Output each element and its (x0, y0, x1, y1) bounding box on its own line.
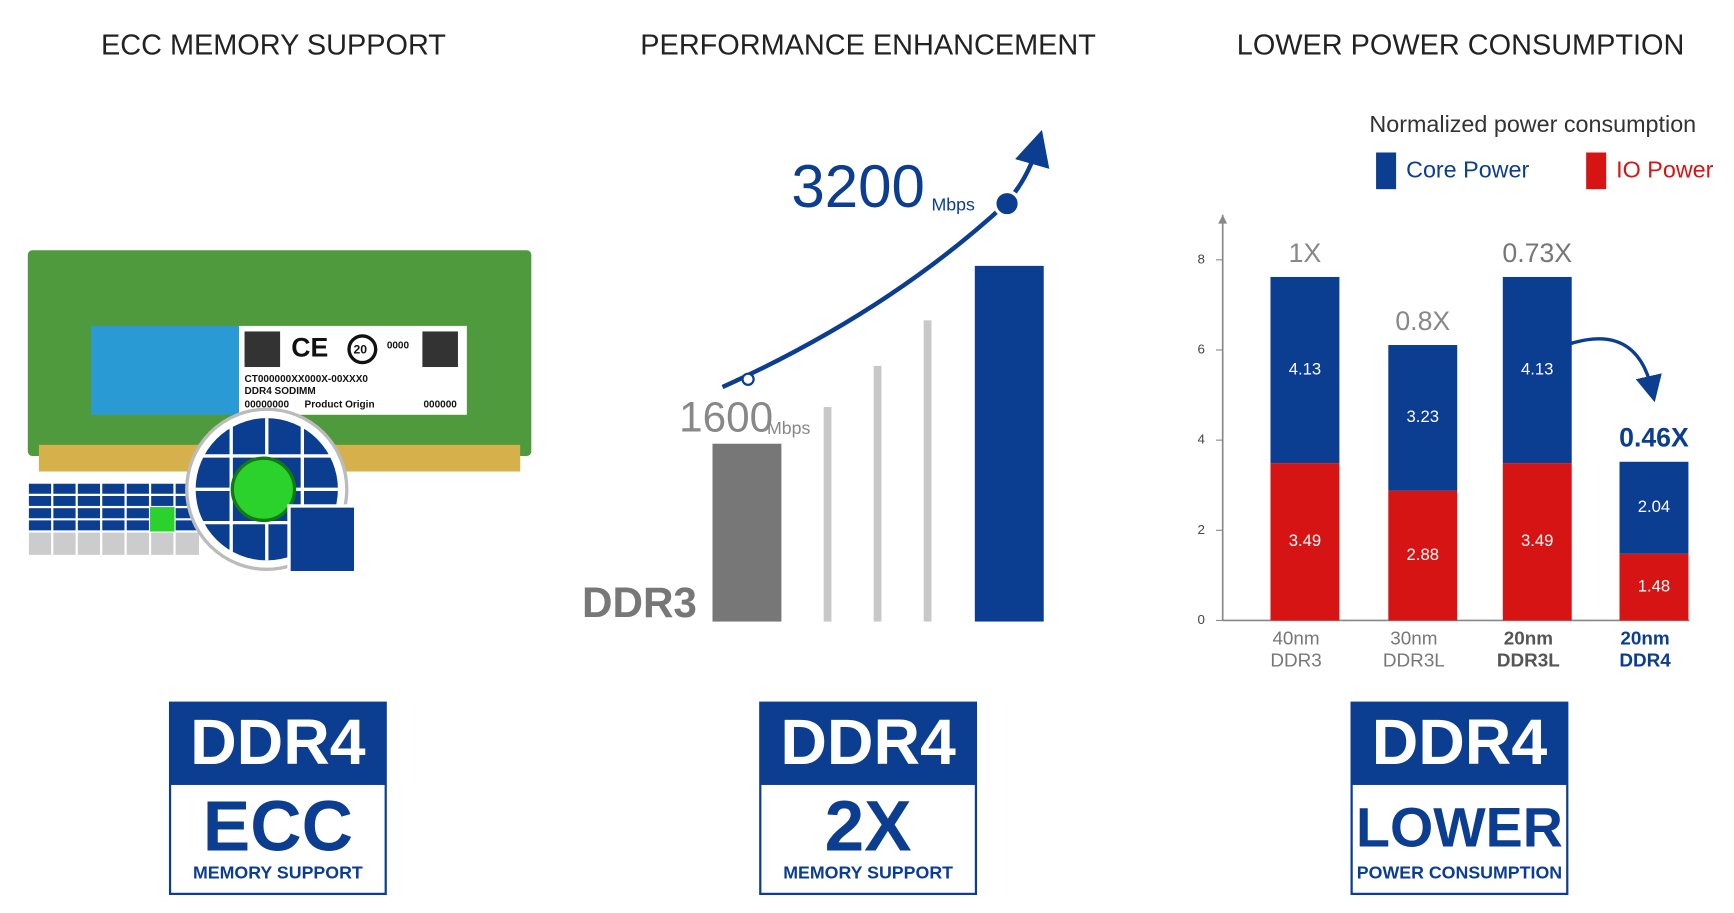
power-chart: Normalized power consumption 0 2 4 6 8 Core P… (1197, 111, 1713, 672)
low-value: 1600 (679, 394, 773, 441)
badge-main: 2X (825, 787, 912, 866)
y-tick-label: 6 (1197, 341, 1204, 356)
bar-segment (1619, 553, 1689, 621)
axis-arrow (1218, 214, 1228, 224)
panel-title: LOWER POWER CONSUMPTION (1237, 30, 1685, 62)
badge-sub: POWER CONSUMPTION (1357, 863, 1562, 883)
badge-sub: MEMORY SUPPORT (783, 863, 953, 883)
base-label: DDR3 (582, 579, 697, 626)
value-label: 4.13 (1289, 359, 1321, 378)
x-tick-label: DDR4 (1619, 651, 1671, 672)
panel-title: PERFORMANCE ENHANCEMENT (640, 30, 1096, 62)
value-label: 3.49 (1521, 531, 1553, 550)
bar-segment (1502, 463, 1572, 621)
unit: Mbps (931, 195, 975, 215)
badge-top: DDR4 (1372, 706, 1548, 778)
badge-main: ECC (203, 787, 353, 866)
memory-module: CE 20 0000 CT000000XX000X-00XXX0 DDR4 SO… (26, 250, 532, 575)
legend-label: IO Power (1616, 157, 1713, 183)
unit: Mbps (767, 418, 811, 438)
value-label: 3.49 (1289, 531, 1321, 550)
legend-swatch (1376, 152, 1397, 190)
total-label: 0.46X (1619, 423, 1689, 453)
badge-top-bg (760, 702, 976, 785)
bar-segment (1270, 276, 1340, 464)
badge-top-bg (1351, 702, 1568, 785)
legend-swatch (1586, 152, 1607, 190)
y-tick-label: 2 (1197, 522, 1204, 537)
bar-segment (1270, 463, 1340, 621)
bar-segment (1502, 276, 1572, 464)
module-type: DDR4 SODIMM (245, 386, 316, 397)
part-number: CT000000XX000X-00XXX0 (245, 374, 369, 385)
badge-top-bg (170, 702, 386, 785)
x-tick-label: 40nm (1272, 628, 1319, 649)
serial: 00000000 (245, 399, 290, 410)
legend-title: Normalized power consumption (1369, 111, 1696, 137)
y-tick-label: 4 (1197, 432, 1205, 447)
badge-top: DDR4 (190, 706, 366, 778)
high-value: 3200 (791, 153, 925, 220)
value-label: 2.88 (1407, 545, 1439, 564)
x-tick-label: DDR3L (1497, 651, 1560, 672)
y-tick-label: 8 (1197, 251, 1204, 266)
value-label: 4.13 (1521, 359, 1553, 378)
value-label: 3.23 (1407, 407, 1439, 426)
y-tick-label: 0 (1197, 612, 1204, 627)
panel-title: ECC MEMORY SUPPORT (101, 30, 446, 62)
total-label: 1X (1289, 238, 1322, 268)
x-tick-label: 30nm (1390, 628, 1437, 649)
bar-segment (1619, 461, 1689, 554)
badge-sub: MEMORY SUPPORT (193, 863, 363, 883)
mark: 0000 (387, 341, 410, 352)
value-label: 1.48 (1638, 576, 1670, 595)
x-tick-label: 20nm (1620, 628, 1669, 649)
bar-segment (1388, 345, 1458, 491)
badge-main: LOWER (1356, 796, 1563, 858)
badge-top: DDR4 (780, 706, 956, 778)
total-label: 0.8X (1395, 306, 1450, 336)
bar-segment (1388, 490, 1458, 621)
performance-graphic (712, 129, 1050, 622)
x-tick-label: 20nm (1504, 628, 1553, 649)
ce-mark: CE (291, 332, 328, 362)
rating: 20 (353, 343, 367, 357)
x-tick-label: DDR3 (1270, 651, 1321, 672)
origin: Product Origin (305, 399, 375, 410)
total-label: 0.73X (1502, 238, 1572, 268)
code: 000000 (423, 399, 457, 410)
legend-label: Core Power (1406, 157, 1529, 183)
value-label: 2.04 (1638, 497, 1670, 516)
x-tick-label: DDR3L (1383, 651, 1445, 672)
